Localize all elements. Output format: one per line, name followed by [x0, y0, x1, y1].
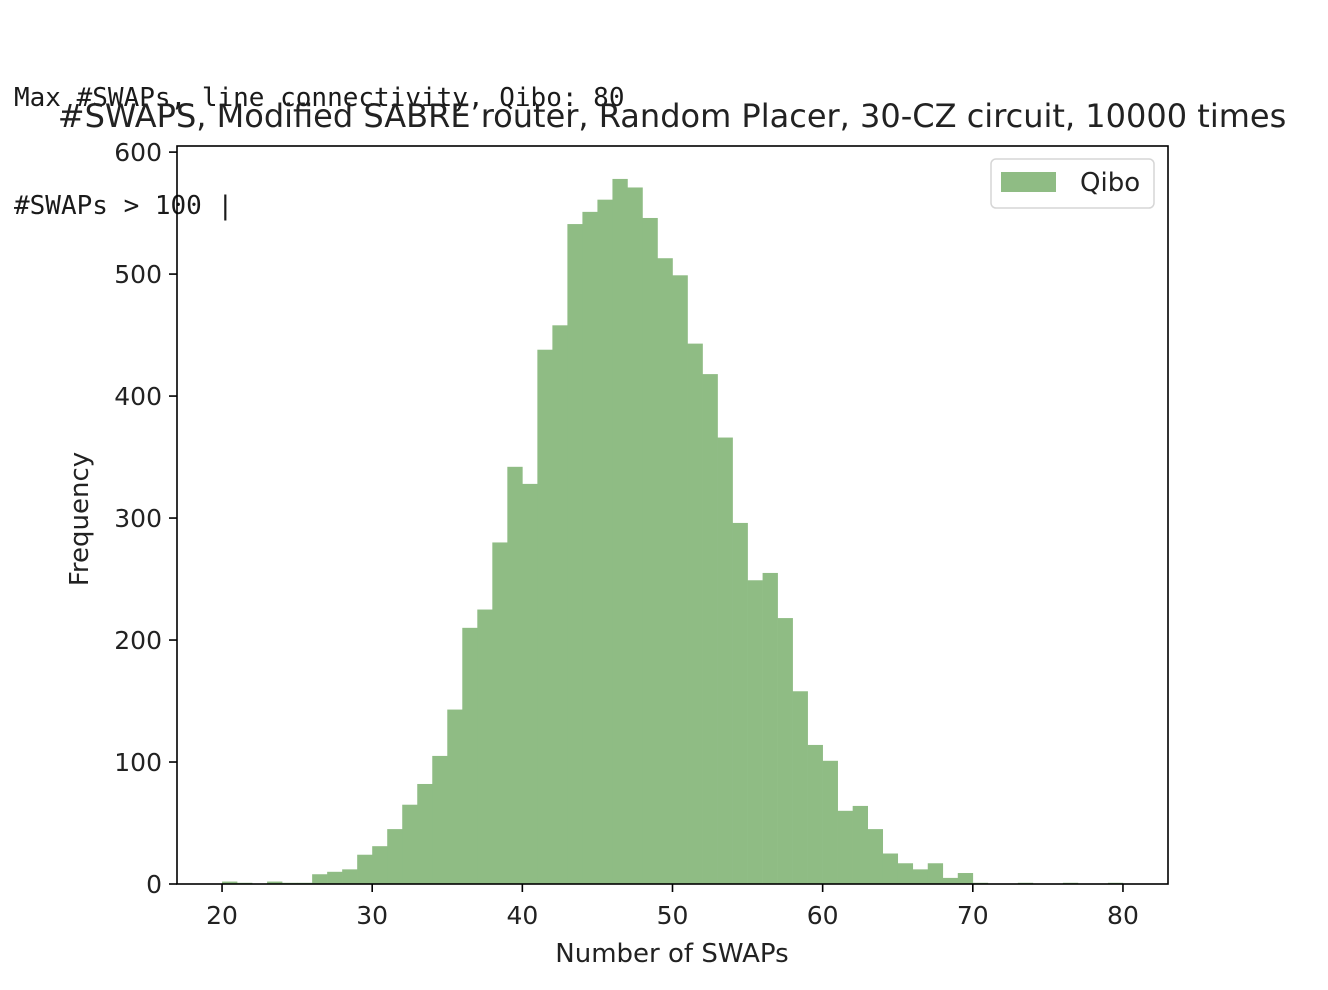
histogram-bar	[222, 881, 238, 884]
histogram-bar	[612, 178, 628, 884]
y-tick-label: 400	[114, 382, 162, 411]
histogram-bar	[492, 542, 508, 884]
histogram-bar	[687, 343, 703, 884]
console-line-swaps-threshold: #SWAPs > 100 |	[14, 191, 234, 221]
y-tick-label: 500	[114, 260, 162, 289]
histogram-bar	[477, 609, 493, 884]
histogram-bar	[837, 810, 853, 884]
histogram-bars	[222, 178, 1124, 885]
histogram-bar	[807, 744, 823, 884]
histogram-bar	[912, 869, 929, 884]
y-tick-label: 600	[114, 138, 162, 167]
histogram-bar	[672, 275, 688, 884]
histogram-bar	[792, 691, 808, 884]
histogram-bar	[852, 805, 868, 884]
histogram-bar	[582, 211, 598, 884]
legend-swatch	[1001, 172, 1056, 192]
y-axis-label: Frequency	[65, 452, 95, 586]
histogram-bar	[927, 863, 944, 884]
x-tick-label: 20	[206, 901, 238, 930]
legend: Qibo	[990, 158, 1155, 209]
histogram-bar	[432, 755, 448, 884]
histogram-bar	[312, 874, 328, 884]
chart-title: #SWAPS, Modified SABRE router, Random Pl…	[58, 97, 1286, 135]
x-axis-ticks: 20 30 40 50 60 70 80	[206, 884, 1139, 930]
histogram-bar	[747, 580, 763, 884]
histogram-bar	[957, 873, 974, 884]
histogram-bar	[552, 325, 568, 885]
y-tick-label: 100	[114, 748, 162, 777]
console-output: Max #SWAPs, line connectivity, Qibo: 80 …	[14, 8, 624, 260]
histogram-bar	[882, 853, 899, 884]
histogram-bar	[717, 437, 733, 884]
histogram-bar	[267, 881, 283, 884]
y-axis-ticks: 0 100 200 300 400 500 600	[114, 138, 177, 899]
histogram-bar	[447, 709, 463, 884]
y-tick-label: 200	[114, 626, 162, 655]
legend-label: Qibo	[1080, 168, 1140, 198]
histogram-bar	[537, 349, 553, 884]
histogram-bar	[942, 877, 959, 884]
histogram-bar	[462, 627, 478, 884]
x-tick-label: 70	[957, 901, 989, 930]
y-tick-label: 0	[146, 870, 162, 899]
histogram-bar	[897, 863, 914, 884]
histogram-bar	[627, 187, 643, 885]
histogram-bar	[732, 522, 748, 884]
histogram-bar	[822, 760, 838, 884]
histogram-bar	[387, 829, 403, 884]
histogram-bar	[702, 374, 718, 884]
x-tick-label: 50	[657, 901, 689, 930]
histogram-bar	[762, 572, 778, 884]
histogram-bar	[867, 829, 884, 884]
x-tick-label: 40	[506, 901, 538, 930]
histogram-bar	[372, 846, 388, 884]
histogram-bar	[417, 783, 433, 884]
histogram-bar	[507, 466, 523, 884]
x-axis-label: Number of SWAPs	[555, 939, 788, 969]
histogram-bar	[657, 258, 673, 884]
console-line-max-swaps: Max #SWAPs, line connectivity, Qibo: 80	[14, 83, 625, 113]
histogram-bar	[597, 199, 613, 884]
histogram-bar	[642, 217, 658, 885]
histogram-bar	[327, 871, 343, 884]
histogram-bar	[357, 854, 373, 884]
x-tick-label: 30	[356, 901, 388, 930]
histogram-bar	[567, 224, 583, 884]
histogram-bar	[522, 483, 538, 884]
histogram-bar	[777, 618, 793, 884]
x-tick-label: 80	[1107, 901, 1139, 930]
histogram-bar	[342, 869, 358, 884]
legend-box	[990, 158, 1155, 209]
histogram-bar	[402, 804, 418, 884]
y-tick-label: 300	[114, 504, 162, 533]
x-tick-label: 60	[807, 901, 839, 930]
plot-frame	[176, 145, 1169, 885]
